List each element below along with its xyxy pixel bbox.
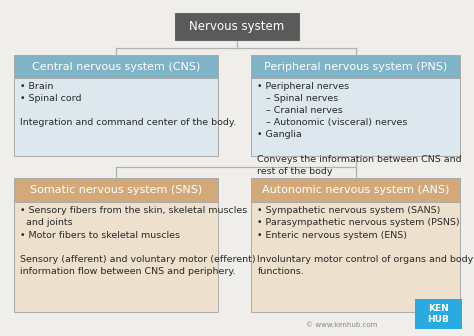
Text: Nervous system: Nervous system (190, 20, 284, 33)
Text: © www.kenhub.com: © www.kenhub.com (306, 322, 377, 328)
FancyBboxPatch shape (251, 178, 460, 202)
FancyBboxPatch shape (175, 13, 299, 40)
FancyBboxPatch shape (415, 299, 462, 329)
Text: • Sensory fibers from the skin, skeletal muscles
  and joints
• Motor fibers to : • Sensory fibers from the skin, skeletal… (20, 206, 256, 276)
Text: KEN
HUB: KEN HUB (428, 304, 449, 324)
FancyBboxPatch shape (251, 55, 460, 78)
FancyBboxPatch shape (14, 178, 218, 202)
FancyBboxPatch shape (251, 55, 460, 156)
FancyBboxPatch shape (14, 178, 218, 312)
Text: Autonomic nervous system (ANS): Autonomic nervous system (ANS) (262, 185, 449, 195)
Text: Peripheral nervous system (PNS): Peripheral nervous system (PNS) (264, 61, 447, 72)
FancyBboxPatch shape (251, 178, 460, 312)
Text: Central nervous system (CNS): Central nervous system (CNS) (32, 61, 201, 72)
Text: Somatic nervous system (SNS): Somatic nervous system (SNS) (30, 185, 202, 195)
Text: • Sympathetic nervous system (SANS)
• Parasympathetic nervous system (PSNS)
• En: • Sympathetic nervous system (SANS) • Pa… (257, 206, 474, 276)
Text: • Brain
• Spinal cord

Integration and command center of the body.: • Brain • Spinal cord Integration and co… (20, 82, 237, 127)
Text: • Peripheral nerves
   – Spinal nerves
   – Cranial nerves
   – Autonomic (visce: • Peripheral nerves – Spinal nerves – Cr… (257, 82, 462, 176)
FancyBboxPatch shape (14, 55, 218, 78)
FancyBboxPatch shape (14, 55, 218, 156)
